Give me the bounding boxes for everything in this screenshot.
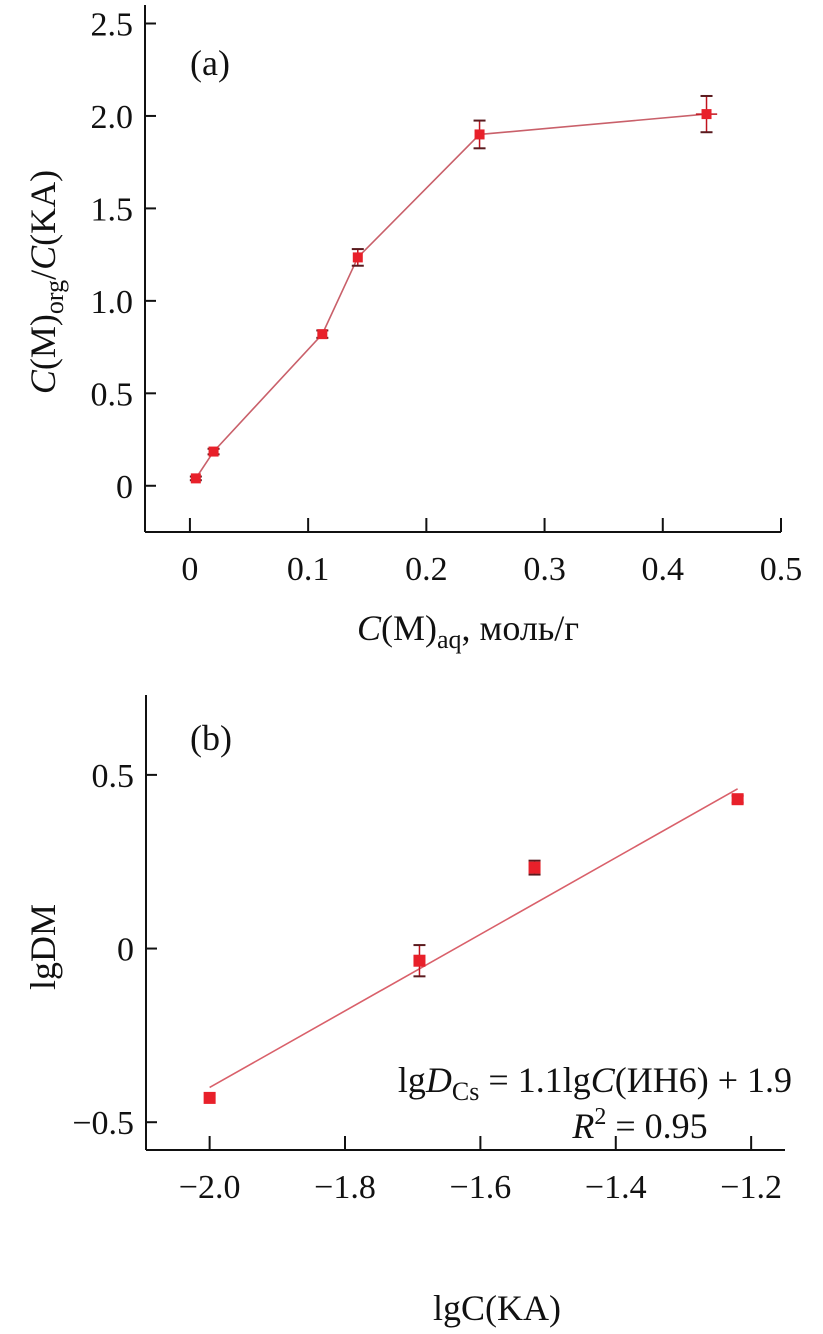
panel-b: (b) lgC(KA) lgDM lgDCs = 1.1lgC(ИН6) + 1… [23, 695, 792, 1328]
data-point [208, 446, 219, 457]
x-tick-label: 0.4 [642, 551, 685, 588]
panel-a-label: (a) [190, 43, 230, 83]
y-tick-label: 0.5 [92, 758, 135, 795]
y-tick-label: 1.0 [91, 284, 134, 321]
data-point [731, 793, 744, 806]
data-point [528, 861, 541, 874]
panel-a-ylabel: C(M)org/C(KA) [23, 170, 69, 394]
y-tick-label: 1.5 [91, 191, 134, 228]
y-tick-label: 0 [117, 932, 134, 969]
data-point [352, 252, 363, 263]
x-tick-label: −1.4 [585, 1169, 647, 1206]
y-tick-label: 2.0 [91, 99, 134, 136]
x-tick-label: −1.6 [450, 1169, 512, 1206]
x-tick-label: −2.0 [179, 1169, 241, 1206]
x-tick-label: 0.2 [405, 551, 448, 588]
x-tick-label: 0.3 [523, 551, 566, 588]
x-tick-label: 0.1 [287, 551, 330, 588]
panel-b-ylabel: lgDM [23, 904, 63, 990]
fit-equation: lgDCs = 1.1lgC(ИН6) + 1.9 [398, 1060, 792, 1106]
fit-line [209, 788, 739, 1089]
x-tick-label: 0 [181, 551, 198, 588]
data-point [203, 1091, 216, 1104]
panel-a-xlabel: C(M)aq, моль/г [357, 608, 579, 654]
x-tick-label: 0.5 [760, 551, 803, 588]
data-point [190, 473, 201, 484]
x-tick-label: −1.8 [314, 1169, 376, 1206]
data-point [474, 129, 485, 140]
data-point [317, 329, 328, 340]
series-line [195, 113, 707, 479]
data-point [413, 954, 426, 967]
y-tick-label: 0.5 [91, 376, 134, 413]
y-tick-label: 2.5 [91, 6, 134, 43]
panel-a: (a) C(M)aq, моль/г C(M)org/C(KA) 0 0.1 0.2… [23, 5, 802, 654]
y-tick-label: −0.5 [72, 1105, 134, 1142]
y-tick-label: 0 [116, 469, 133, 506]
panel-b-label: (b) [190, 718, 232, 758]
x-tick-label: −1.2 [720, 1169, 782, 1206]
data-point [701, 109, 712, 120]
panel-b-xlabel: lgC(KA) [433, 1288, 561, 1328]
r-squared: R2 = 0.95 [571, 1104, 707, 1146]
